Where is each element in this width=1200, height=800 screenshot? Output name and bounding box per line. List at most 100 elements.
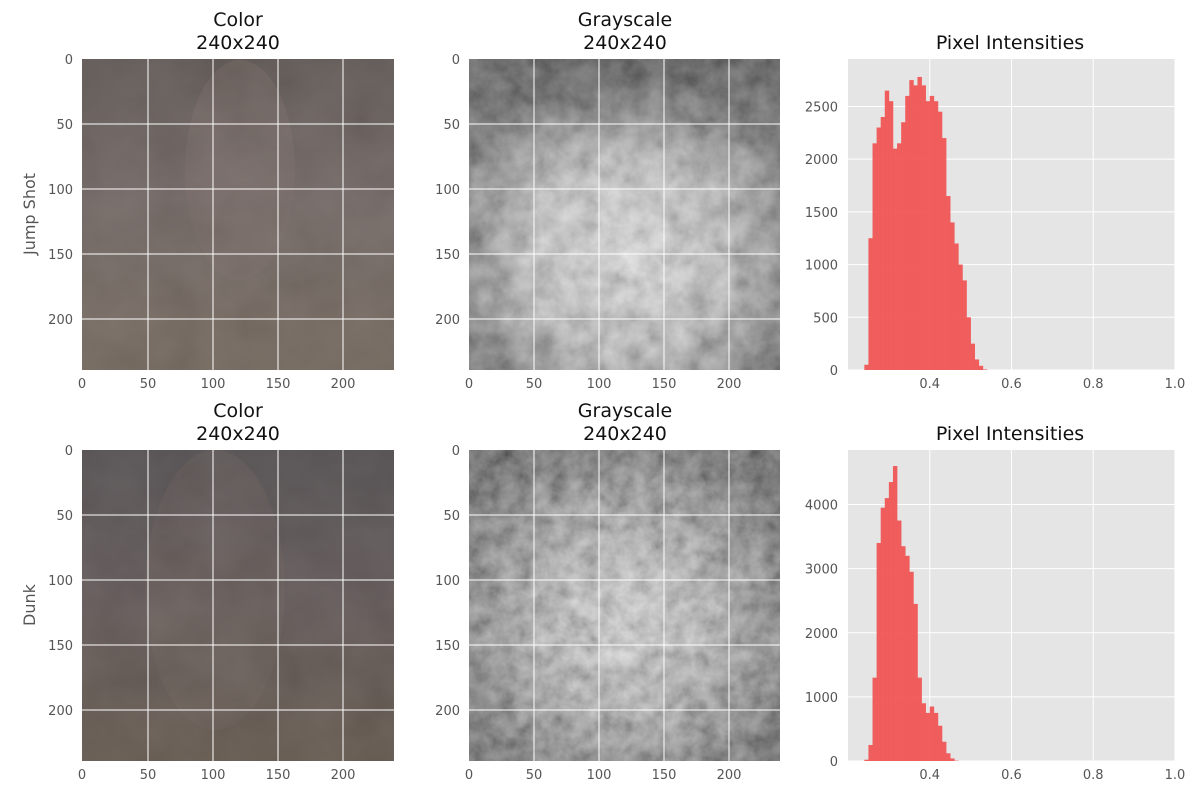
x-tick-label: 0.6 bbox=[1001, 377, 1022, 392]
tick-label: 0 bbox=[65, 53, 73, 68]
gray-panel-dunk: Grayscale 240x240 0 50 100 150 200 0 50 … bbox=[435, 400, 780, 783]
tick-label: 0 bbox=[452, 444, 460, 459]
y-tick-label: 1500 bbox=[805, 206, 838, 221]
histogram-bar bbox=[921, 703, 926, 761]
histogram-bar bbox=[864, 759, 869, 761]
histogram-bar bbox=[978, 365, 984, 370]
color-title-line1: Color bbox=[213, 400, 263, 422]
tick-label: 0 bbox=[78, 377, 86, 392]
tick-label: 100 bbox=[587, 768, 612, 783]
histogram-bar bbox=[884, 90, 890, 370]
histogram-bar bbox=[868, 744, 873, 761]
tick-label: 150 bbox=[48, 639, 73, 654]
histogram-bar bbox=[892, 466, 898, 761]
color-title-line1: Color bbox=[213, 9, 263, 31]
tick-label: 50 bbox=[443, 118, 460, 133]
tick-label: 200 bbox=[717, 377, 742, 392]
histogram-bar bbox=[946, 196, 951, 370]
x-tick-label: 1.0 bbox=[1165, 768, 1186, 783]
gray-y-ticks-dunk: 0 50 100 150 200 bbox=[435, 444, 460, 719]
histogram-bar bbox=[872, 143, 877, 370]
histogram-jump-shot: Pixel Intensities 0.4 0.6 0.8 1.0 0 500 1000 15… bbox=[805, 32, 1185, 392]
tick-label: 0 bbox=[78, 768, 86, 783]
tick-label: 150 bbox=[266, 377, 291, 392]
x-tick-label: 0.4 bbox=[919, 377, 940, 392]
tick-label: 0 bbox=[465, 768, 473, 783]
color-x-ticks-dunk: 0 50 100 150 200 bbox=[78, 768, 356, 783]
y-tick-label: 500 bbox=[813, 311, 838, 326]
tick-label: 100 bbox=[48, 574, 73, 589]
histogram-bar bbox=[958, 264, 963, 370]
y-tick-label: 2000 bbox=[805, 153, 838, 168]
histogram-bar bbox=[950, 222, 955, 370]
tick-label: 0 bbox=[452, 53, 460, 68]
histogram-bar bbox=[892, 148, 898, 370]
gray-grid-dunk bbox=[469, 450, 780, 761]
tick-label: 50 bbox=[526, 768, 543, 783]
y-tick-label: 1000 bbox=[805, 691, 838, 706]
histogram-bar bbox=[966, 317, 971, 370]
x-tick-label: 0.6 bbox=[1001, 768, 1022, 783]
color-title-line2: 240x240 bbox=[196, 423, 280, 445]
histogram-bar bbox=[917, 677, 922, 761]
tick-label: 150 bbox=[435, 248, 460, 263]
gray-panel-jump-shot: Grayscale 240x240 0 50 100 150 200 0 50 … bbox=[435, 9, 780, 392]
hist-title-dunk: Pixel Intensities bbox=[936, 423, 1084, 445]
tick-label: 150 bbox=[435, 639, 460, 654]
histogram-bar bbox=[897, 520, 902, 761]
tick-label: 0 bbox=[465, 377, 473, 392]
tick-label: 100 bbox=[201, 377, 226, 392]
histogram-bar bbox=[905, 95, 910, 370]
row-label-dunk: Dunk bbox=[20, 583, 39, 626]
color-y-ticks-jump-shot: 0 50 100 150 200 bbox=[48, 53, 73, 328]
histogram-bar bbox=[876, 542, 881, 761]
gray-title-line2: 240x240 bbox=[583, 423, 667, 445]
row-label-jump-shot: Jump Shot bbox=[20, 173, 39, 256]
histogram-bar bbox=[905, 555, 910, 761]
histogram-dunk: Pixel Intensities 0.4 0.6 0.8 1.0 0 1000 2000 3… bbox=[805, 423, 1185, 783]
x-tick-label: 1.0 bbox=[1165, 377, 1186, 392]
y-tick-label: 4000 bbox=[805, 499, 838, 514]
tick-label: 100 bbox=[435, 574, 460, 589]
tick-label: 50 bbox=[140, 768, 157, 783]
color-panel-dunk: Color 240x240 0 50 100 150 200 0 50 100 … bbox=[48, 400, 394, 783]
histogram-bar bbox=[884, 498, 890, 761]
gray-title-line2: 240x240 bbox=[583, 32, 667, 54]
histogram-bar bbox=[942, 138, 947, 370]
y-tick-label: 2000 bbox=[805, 627, 838, 642]
tick-label: 50 bbox=[526, 377, 543, 392]
tick-label: 100 bbox=[201, 768, 226, 783]
histogram-bar bbox=[909, 571, 914, 761]
color-title-line2: 240x240 bbox=[196, 32, 280, 54]
gray-y-ticks-jump-shot: 0 50 100 150 200 bbox=[435, 53, 460, 328]
histogram-bar bbox=[970, 343, 976, 370]
x-tick-label: 0.8 bbox=[1083, 768, 1104, 783]
y-tick-label: 0 bbox=[830, 364, 838, 379]
tick-label: 200 bbox=[48, 313, 73, 328]
histogram-bar bbox=[880, 507, 886, 761]
tick-label: 200 bbox=[435, 313, 460, 328]
histogram-bar bbox=[933, 101, 939, 370]
histogram-bar bbox=[929, 95, 935, 370]
tick-label: 200 bbox=[331, 377, 356, 392]
histogram-bar bbox=[937, 725, 943, 761]
gray-title-line1: Grayscale bbox=[578, 9, 672, 31]
histogram-bar bbox=[946, 753, 951, 761]
histogram-bar bbox=[876, 127, 881, 370]
histogram-bar bbox=[901, 546, 906, 761]
x-tick-label: 0.8 bbox=[1083, 377, 1104, 392]
hist-title-jump-shot: Pixel Intensities bbox=[936, 32, 1084, 54]
y-tick-label: 0 bbox=[830, 755, 838, 770]
tick-label: 150 bbox=[48, 248, 73, 263]
y-tick-label: 1000 bbox=[805, 259, 838, 274]
color-grid-dunk bbox=[82, 450, 394, 761]
gray-grid-jump-shot bbox=[469, 59, 780, 370]
histogram-bar bbox=[982, 369, 988, 370]
histogram-bar bbox=[937, 111, 943, 371]
tick-label: 200 bbox=[48, 704, 73, 719]
tick-label: 50 bbox=[140, 377, 157, 392]
histogram-bar bbox=[913, 85, 918, 371]
histogram-bar bbox=[913, 603, 918, 761]
y-tick-label: 3000 bbox=[805, 563, 838, 578]
